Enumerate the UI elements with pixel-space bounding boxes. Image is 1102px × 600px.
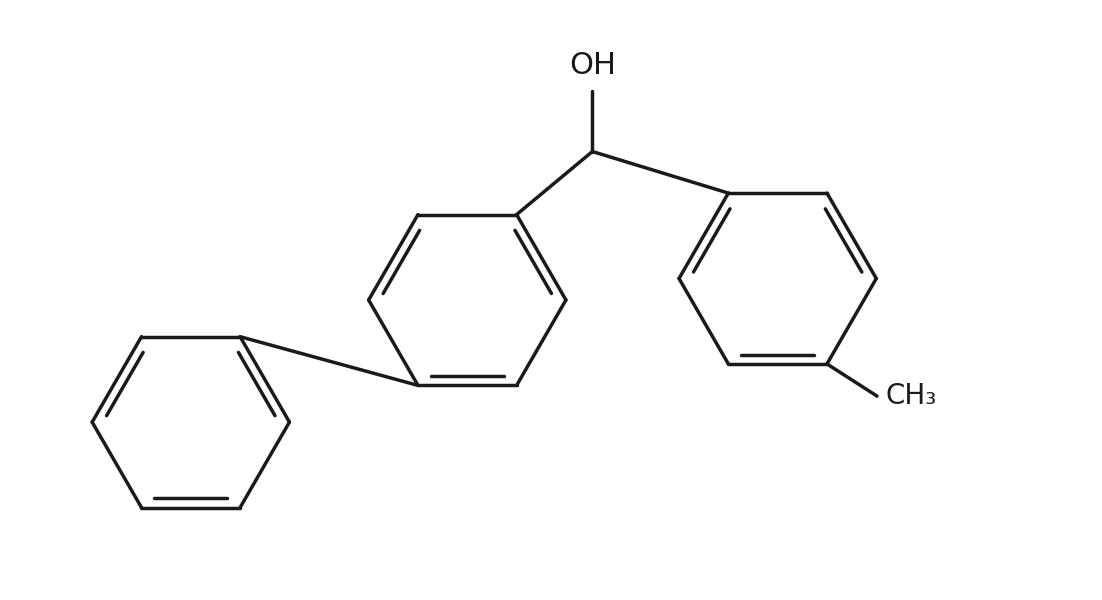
Text: OH: OH bbox=[569, 51, 616, 80]
Text: CH₃: CH₃ bbox=[886, 382, 937, 410]
